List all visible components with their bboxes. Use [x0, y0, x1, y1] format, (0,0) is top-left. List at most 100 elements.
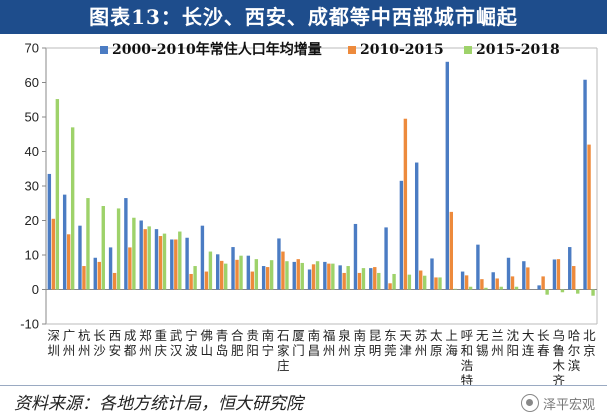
bar-s1-24: [414, 162, 419, 290]
bar-s3-5: [132, 217, 136, 290]
bar-s1-30: [506, 257, 511, 290]
bar-s1-8: [170, 239, 174, 290]
bar-s3-14: [269, 260, 274, 290]
x-tick-label: 南京: [354, 328, 367, 358]
x-tick-label: 青岛: [216, 328, 229, 358]
y-tick-label: 50: [25, 110, 39, 125]
bar-chart: -10 0 10 20 30 40 50 60 70 深圳广州杭州长沙西安成都郑州重庆武汉宁波佛…: [20, 41, 598, 385]
x-tick-label: 上海: [445, 328, 458, 358]
bar-s2-3: [97, 261, 101, 290]
bar-s3-11: [224, 263, 228, 290]
x-tick-label: 重庆: [155, 328, 168, 358]
bar-s1-14: [261, 266, 266, 290]
bar-s1-23: [399, 180, 404, 290]
bar-s3-6: [147, 226, 151, 290]
bar-s3-12: [239, 255, 243, 290]
x-tick-label: 深圳: [47, 328, 60, 358]
x-tick-label: 广州: [63, 328, 76, 358]
bar-s3-26: [453, 288, 457, 290]
bar-s1-15: [277, 238, 281, 290]
bar-s2-21: [373, 267, 377, 290]
bar-s3-17: [315, 261, 320, 290]
x-tick-label: 沈阳: [507, 328, 520, 358]
bar-s3-0: [55, 99, 60, 290]
bar-s2-16: [296, 259, 300, 290]
legend: 2000-2010年常住人口年均增量 2010-2015 2015-2018: [100, 41, 560, 58]
x-tick-label: 兰州: [491, 328, 504, 358]
bar-s2-9: [189, 273, 193, 290]
x-tick-label: 西安: [109, 328, 122, 358]
x-tick-label: 合肥: [231, 328, 244, 358]
bar-s1-33: [552, 259, 557, 290]
bar-s3-30: [514, 286, 519, 290]
x-tick-label: 北京: [583, 328, 596, 358]
bar-s1-9: [185, 237, 189, 290]
x-axis-labels: 深圳广州杭州长沙西安成都郑州重庆武汉宁波佛山青岛合肥贵阳南宁石家庄厦门南昌福州泉…: [47, 328, 596, 385]
x-tick-label: 乌鲁木齐: [552, 328, 565, 385]
bar-s3-34: [576, 289, 580, 294]
bar-s1-19: [338, 265, 342, 290]
bar-s1-12: [231, 247, 235, 290]
y-tick-label: 10: [25, 248, 39, 263]
bar-s3-32: [545, 289, 549, 295]
bar-s3-20: [361, 268, 366, 290]
bar-s1-7: [154, 229, 159, 290]
bar-s1-5: [124, 198, 128, 290]
watermark: 泽平宏观: [520, 392, 595, 414]
bar-s3-16: [300, 262, 304, 290]
legend-label: 2010-2015: [360, 42, 444, 58]
bar-s1-25: [430, 258, 434, 290]
bar-s3-29: [499, 286, 503, 290]
y-tick-label: 60: [25, 75, 39, 90]
x-tick-label: 佛山: [200, 328, 213, 358]
bar-s2-23: [403, 118, 408, 290]
bar-s2-2: [82, 266, 86, 290]
y-tick-label: 40: [25, 144, 39, 159]
x-tick-label: 昆明: [369, 328, 382, 358]
bar-s2-4: [112, 272, 117, 290]
bar-s2-30: [510, 276, 515, 290]
bars: [47, 61, 595, 296]
x-tick-label: 苏州: [415, 328, 428, 358]
legend-swatch: [348, 46, 356, 54]
x-tick-label: 哈尔滨: [568, 328, 581, 373]
bar-s1-3: [93, 257, 97, 290]
x-tick-label: 杭州: [78, 328, 91, 358]
axes: -10 0 10 20 30 40 50 60 70: [20, 41, 598, 332]
x-tick-label: 长春: [537, 328, 550, 358]
bar-s3-33: [560, 289, 565, 293]
bar-s3-3: [101, 206, 105, 290]
bar-s2-7: [158, 236, 163, 290]
bar-s3-10: [208, 251, 213, 290]
bar-s1-28: [476, 244, 480, 290]
x-tick-label: 东莞: [384, 328, 397, 358]
y-tick-label: 0: [32, 282, 39, 297]
bar-s2-20: [357, 272, 362, 290]
bar-s3-35: [591, 289, 595, 296]
bar-s2-1: [66, 234, 71, 290]
bar-s2-12: [235, 259, 239, 290]
bar-s2-27: [464, 275, 469, 290]
bar-s2-34: [572, 266, 576, 290]
bar-s2-29: [495, 278, 499, 290]
bar-s1-31: [522, 261, 526, 290]
bar-s2-19: [342, 272, 346, 290]
wechat-icon: [520, 394, 539, 412]
bar-s3-27: [468, 286, 473, 290]
bar-s2-18: [327, 263, 331, 290]
bar-s3-25: [438, 277, 442, 290]
bar-s1-6: [139, 220, 143, 290]
legend-swatch: [100, 46, 108, 54]
bar-s2-13: [250, 271, 255, 290]
bar-s3-1: [70, 127, 75, 290]
bar-s1-11: [216, 254, 220, 290]
bar-s3-15: [285, 261, 289, 290]
bar-s2-22: [388, 283, 392, 290]
watermark-label: 泽平宏观: [542, 397, 595, 413]
bar-s3-23: [407, 274, 412, 290]
x-tick-label: 天津: [399, 328, 412, 358]
x-tick-label: 南昌: [308, 328, 321, 358]
x-tick-label: 泉州: [338, 328, 351, 358]
bar-s3-18: [331, 263, 335, 290]
bar-s3-7: [162, 233, 167, 290]
